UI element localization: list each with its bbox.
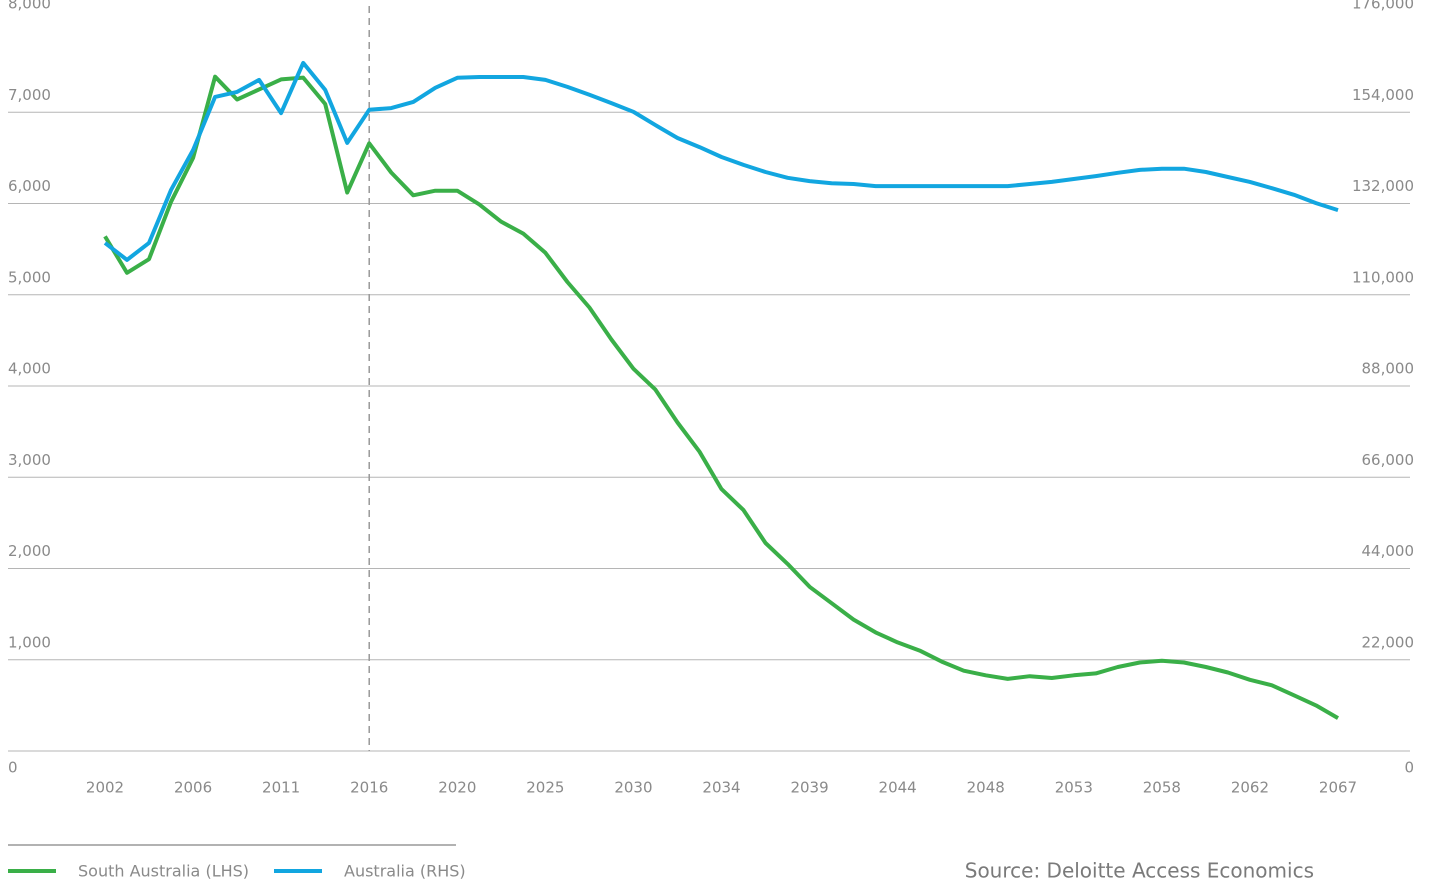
legend-label: Australia (RHS)	[344, 862, 466, 881]
y2-tick-label: 66,000	[1362, 451, 1415, 469]
y2-tick-label: 22,000	[1362, 633, 1415, 651]
y-tick-label: 3,000	[8, 451, 51, 469]
y2-tick-label: 88,000	[1362, 360, 1415, 378]
x-tick-label: 2058	[1143, 779, 1181, 797]
x-tick-label: 2034	[702, 779, 740, 797]
x-tick-label: 2039	[790, 779, 828, 797]
x-tick-label: 2020	[438, 779, 476, 797]
x-tick-label: 2044	[879, 779, 917, 797]
x-tick-label: 2062	[1231, 779, 1269, 797]
x-tick-label: 2025	[526, 779, 564, 797]
x-tick-label: 2030	[614, 779, 652, 797]
y2-tick-label: 132,000	[1352, 177, 1414, 195]
y-tick-label: 7,000	[8, 86, 51, 104]
y-tick-label: 6,000	[8, 177, 51, 195]
y-tick-label: 0	[8, 759, 18, 777]
x-tick-label: 2048	[967, 779, 1005, 797]
y2-tick-label: 0	[1404, 759, 1414, 777]
x-tick-label: 2016	[350, 779, 388, 797]
x-tick-label: 2067	[1319, 779, 1357, 797]
y2-tick-label: 154,000	[1352, 86, 1414, 104]
series-line	[103, 60, 1339, 262]
x-tick-label: 2002	[86, 779, 124, 797]
y2-tick-label: 44,000	[1362, 542, 1415, 560]
series-line	[103, 74, 1339, 720]
y2-tick-label: 110,000	[1352, 268, 1414, 286]
legend-label: South Australia (LHS)	[78, 862, 249, 881]
y-tick-label: 2,000	[8, 542, 51, 560]
y-tick-label: 8,000	[8, 0, 51, 13]
y-tick-label: 1,000	[8, 633, 51, 651]
source: Source: Deloitte Access Economics	[965, 859, 1314, 883]
y-tick-label: 5,000	[8, 268, 51, 286]
x-tick-label: 2011	[262, 779, 300, 797]
x-tick-label: 2006	[174, 779, 212, 797]
y-tick-label: 4,000	[8, 360, 51, 378]
y2-tick-label: 176,000	[1352, 0, 1414, 13]
x-tick-label: 2053	[1055, 779, 1093, 797]
